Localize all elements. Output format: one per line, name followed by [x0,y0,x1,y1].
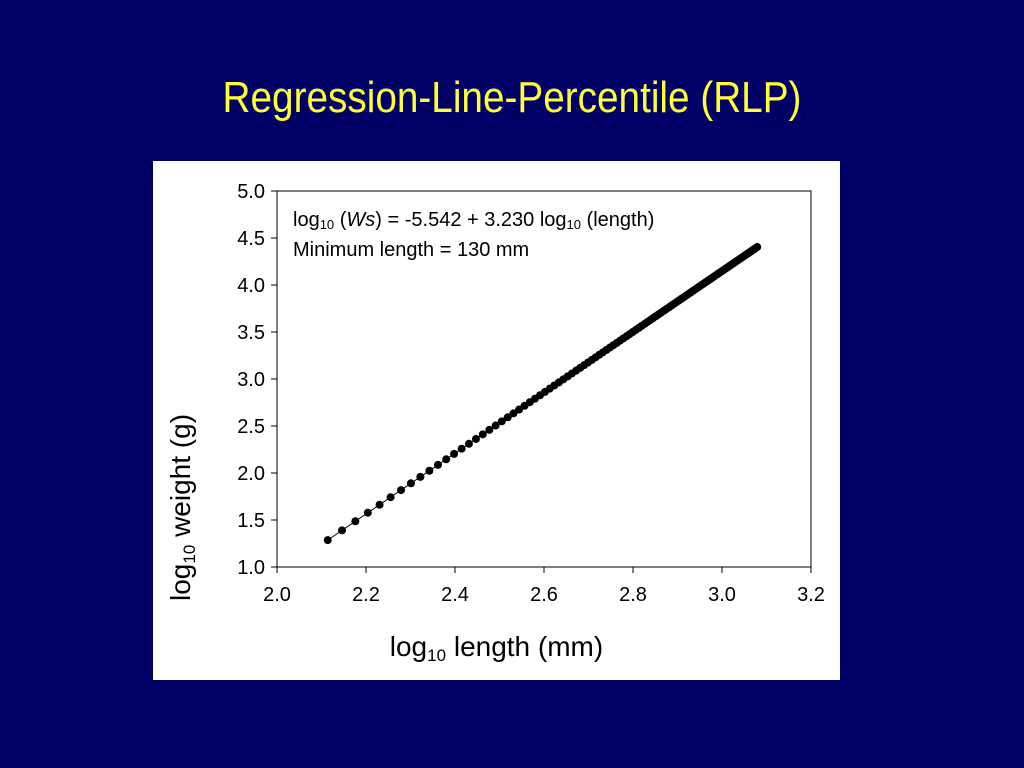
x-axis-title: log10 length (mm) [153,631,840,665]
data-point [433,460,442,469]
y-tick-label: 1.5 [237,510,265,532]
data-point [450,449,459,458]
y-tick-label: 2.0 [237,463,265,485]
y-axis-title: log10 weight (g) [165,413,199,601]
x-tick-label: 2.8 [619,584,647,606]
x-tick-label: 2.4 [441,584,469,606]
equation-end: (length) [581,209,655,231]
data-point [338,526,347,535]
y-tick-label: 5.0 [237,181,265,203]
data-point [375,500,384,509]
chart-panel: 2.0 2.2 2.4 2.6 2.8 3.0 3.2 5.0 4.5 4.0 3.5 3.0 2.5 2… [153,161,840,680]
data-point [442,455,451,464]
data-point [509,409,518,418]
data-point [753,243,762,252]
scatter-chart: 2.0 2.2 2.4 2.6 2.8 3.0 3.2 5.0 4.5 4.0 3.5 3.0 2.5 2… [237,181,825,606]
data-point [363,508,372,517]
x-tick-label: 3.0 [708,584,736,606]
equation-sub: 10 [319,217,335,232]
equation-log: log [293,209,320,231]
x-tick-label: 3.2 [797,584,825,606]
data-point [457,444,466,453]
data-point [416,472,425,481]
x-tick-label: 2.6 [530,584,558,606]
equation-annotation: log10 (Ws) = -5.542 + 3.230 log10 (lengt… [293,209,654,232]
data-point [497,417,506,426]
x-tick-label: 2.2 [352,584,380,606]
y-tick-label: 3.0 [237,369,265,391]
data-point [491,421,500,430]
y-axis-title-main: log [165,563,196,601]
x-axis-title-rest: length (mm) [446,631,604,662]
y-tick-label: 4.5 [237,228,265,250]
data-point [485,425,494,434]
x-axis-title-sub: 10 [427,646,447,665]
y-axis-title-sub: 10 [180,544,199,564]
y-tick-label: 4.0 [237,275,265,297]
data-point [386,493,395,502]
data-point [425,466,434,475]
data-point [478,430,487,439]
x-tick-label: 2.0 [263,584,291,606]
equation-open: ( [334,209,347,231]
equation-sub2: 10 [566,217,581,232]
data-point [464,439,473,448]
slide-title: Regression-Line-Percentile (RLP) [222,73,802,122]
minimum-length-annotation: Minimum length = 130 mm [293,239,530,261]
y-axis-title-rest: weight (g) [165,413,196,545]
data-point [503,413,512,422]
y-tick-label: 1.0 [237,557,265,579]
data-point [351,517,360,526]
data-point [323,536,332,545]
equation-mid: ) = -5.542 + 3.230 log [375,209,567,231]
x-axis-title-main: log [389,631,428,662]
equation-ws: Ws [346,209,376,231]
data-point [406,479,415,488]
data-point [471,434,480,443]
data-point [397,486,406,495]
y-tick-label: 3.5 [237,322,265,344]
y-tick-label: 2.5 [237,416,265,438]
